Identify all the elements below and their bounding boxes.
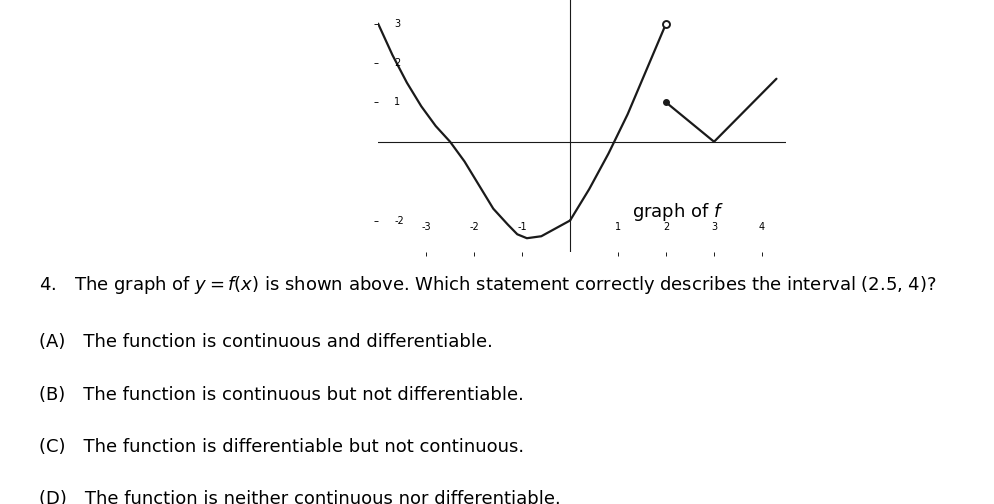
Text: -2: -2 xyxy=(394,216,404,225)
Text: -2: -2 xyxy=(469,222,478,232)
Text: 1: 1 xyxy=(614,222,620,232)
Text: -3: -3 xyxy=(420,222,430,232)
Text: 4. The graph of $y = f(x)$ is shown above. Which statement correctly describes t: 4. The graph of $y = f(x)$ is shown abov… xyxy=(39,274,935,296)
Text: 2: 2 xyxy=(394,58,401,68)
Text: 1: 1 xyxy=(394,97,401,107)
Text: (B) The function is continuous but not differentiable.: (B) The function is continuous but not d… xyxy=(39,386,524,404)
Text: (C) The function is differentiable but not continuous.: (C) The function is differentiable but n… xyxy=(39,437,524,456)
Text: (A) The function is continuous and differentiable.: (A) The function is continuous and diffe… xyxy=(39,334,492,351)
Text: 3: 3 xyxy=(711,222,717,232)
Text: (D) The function is neither continuous nor differentiable.: (D) The function is neither continuous n… xyxy=(39,490,561,504)
Text: 4: 4 xyxy=(758,222,764,232)
Text: -1: -1 xyxy=(517,222,527,232)
Text: 3: 3 xyxy=(394,19,401,29)
Text: 2: 2 xyxy=(662,222,669,232)
Text: graph of $f$: graph of $f$ xyxy=(632,201,724,223)
